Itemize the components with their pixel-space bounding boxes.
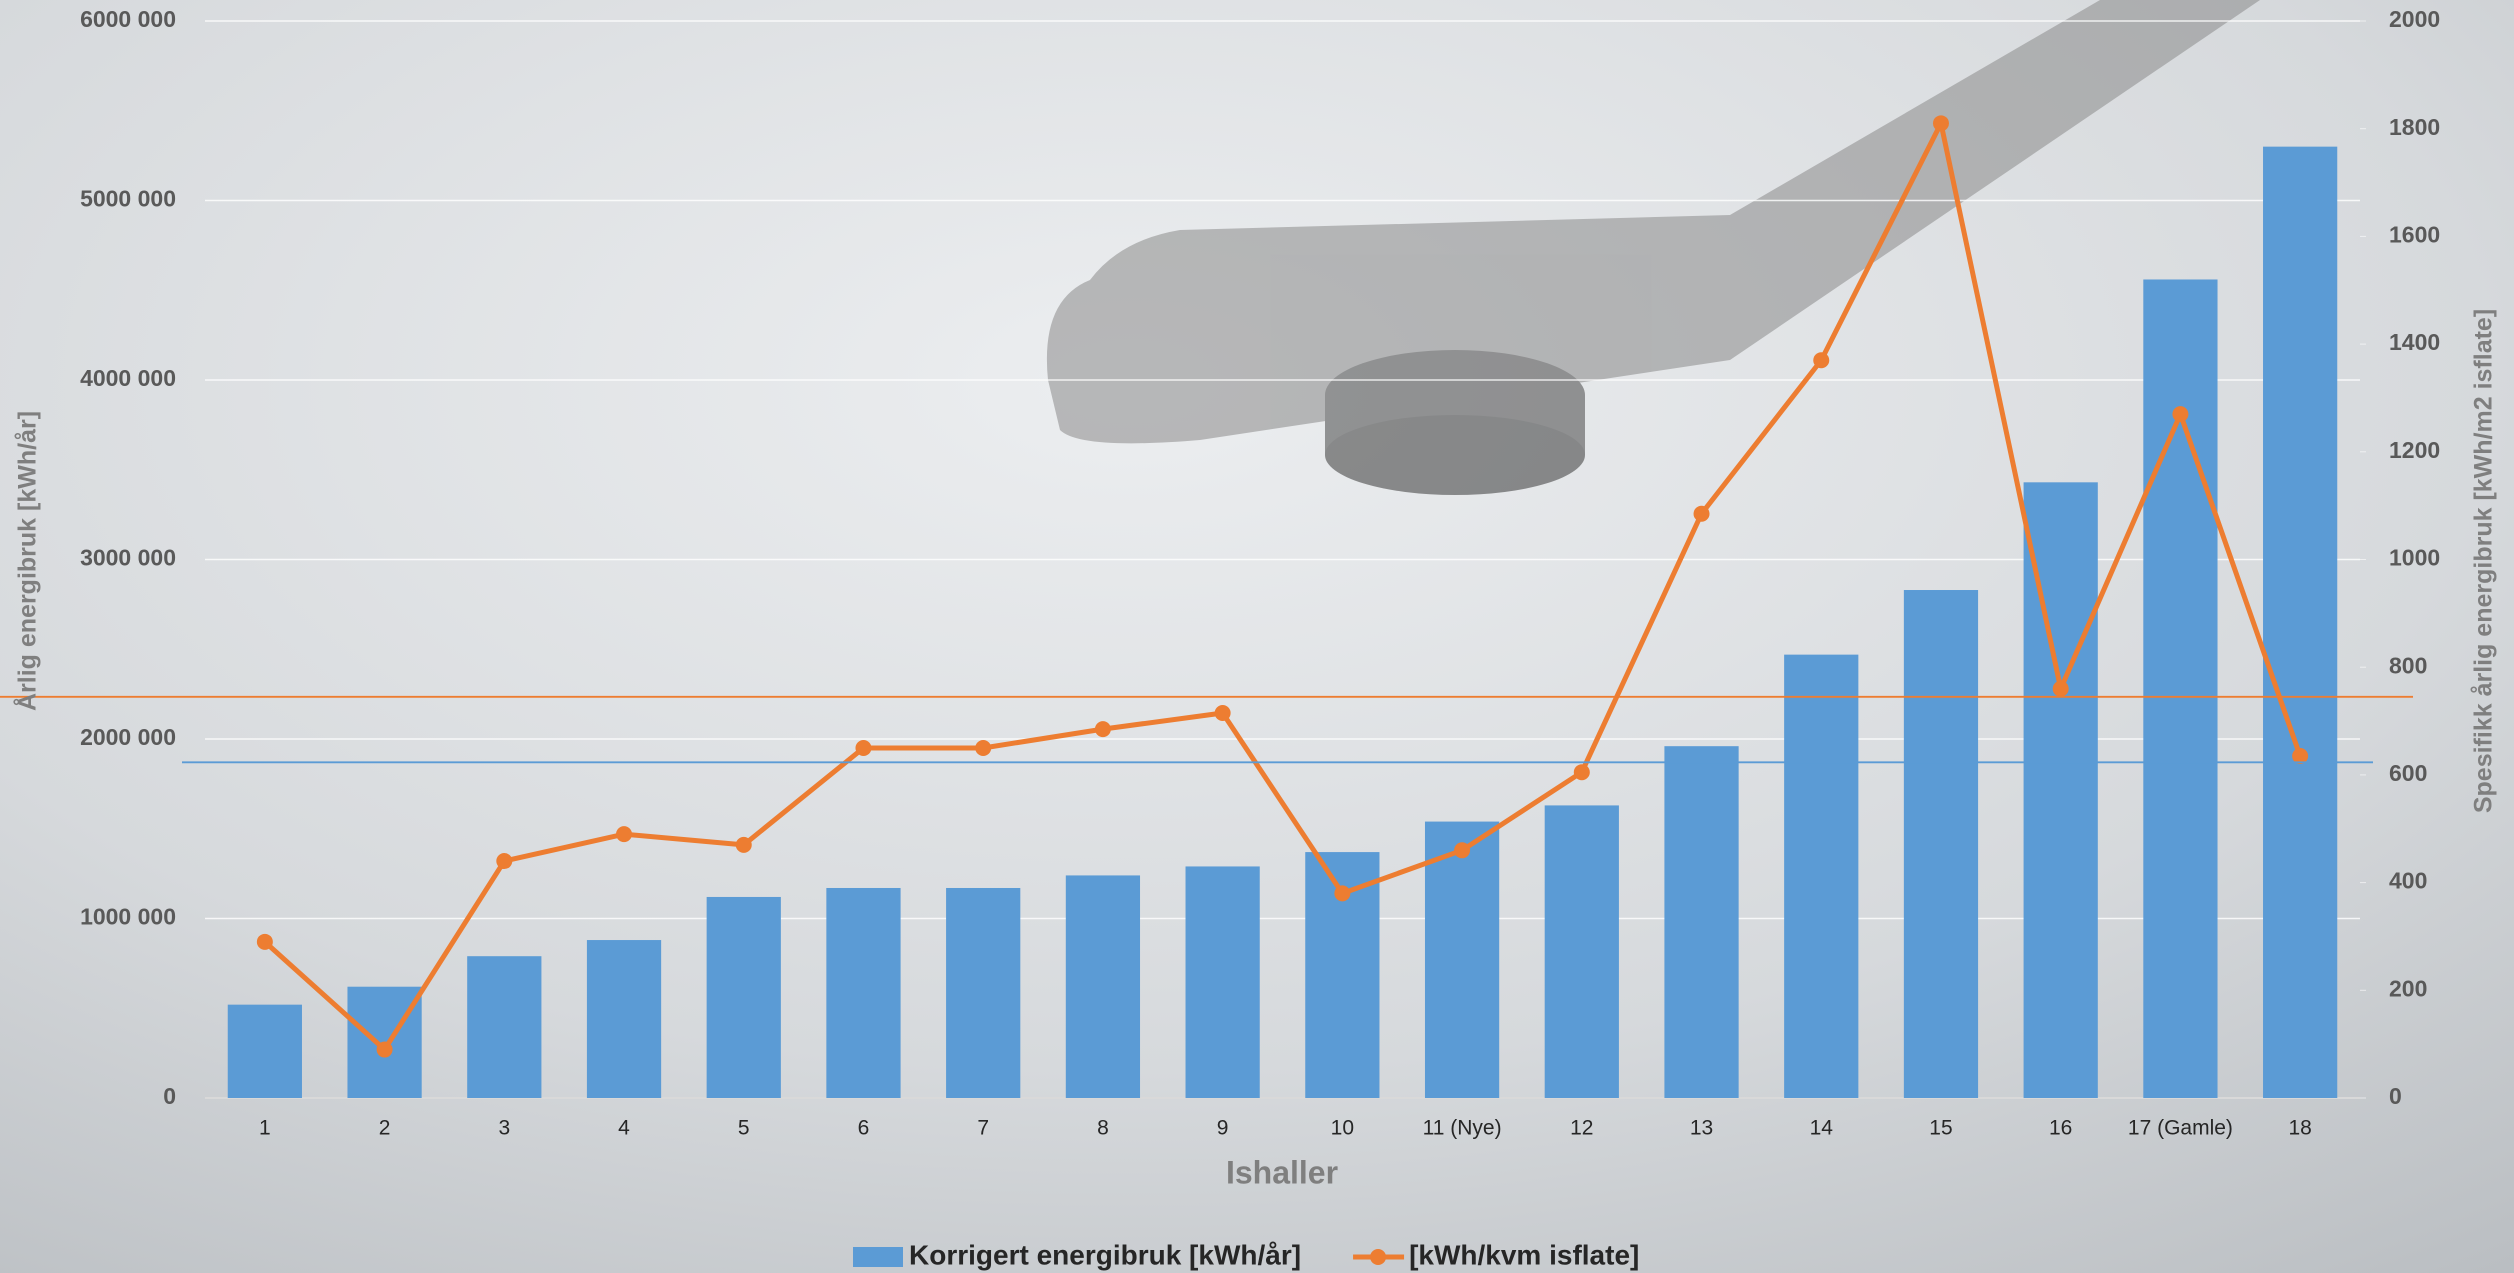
line-marker — [1693, 505, 1710, 522]
y2-tick-label: 400 — [2389, 868, 2427, 894]
bar — [1065, 875, 1141, 1098]
y2-tick-label: 0 — [2389, 1083, 2402, 1109]
bar — [706, 896, 781, 1098]
bar — [1903, 590, 1979, 1098]
x-tick-label: 18 — [2288, 1117, 2311, 1140]
line-marker — [1932, 115, 1949, 132]
hockey-stick — [1046, 0, 2260, 495]
y2-tick-label: 800 — [2389, 652, 2427, 678]
line-marker — [496, 853, 513, 870]
y2-axis-title: Spesifikk årlig energibruk [kWh/m2 isfla… — [2470, 309, 2498, 813]
x-tick-label: 9 — [1217, 1117, 1229, 1140]
x-tick-label: 6 — [858, 1117, 870, 1140]
y2-tick-label: 1400 — [2389, 329, 2440, 355]
line-marker — [975, 739, 992, 756]
line-marker — [616, 826, 633, 843]
x-tick-label: 14 — [1810, 1117, 1834, 1140]
line-marker — [2172, 406, 2189, 423]
bar — [227, 1004, 302, 1098]
x-tick-label: 5 — [738, 1117, 750, 1140]
bar — [946, 887, 1021, 1098]
y2-tick-label: 1600 — [2389, 221, 2440, 247]
x-tick-label: 7 — [977, 1117, 989, 1140]
y2-tick-label: 600 — [2389, 760, 2427, 786]
x-tick-label: 17 (Gamle) — [2128, 1117, 2233, 1140]
line-marker — [855, 739, 872, 756]
bar — [467, 956, 542, 1098]
x-tick-label: 12 — [1570, 1117, 1593, 1140]
y2-tick-label: 1800 — [2389, 114, 2440, 140]
line-marker — [1094, 721, 1111, 738]
y-tick-label: 6000 000 — [80, 6, 176, 32]
line-marker — [256, 933, 273, 950]
x-tick-label: 13 — [1690, 1117, 1713, 1140]
y2-tick-label: 200 — [2389, 975, 2427, 1001]
y-tick-label: 4000 000 — [80, 365, 176, 391]
legend-marker — [1370, 1249, 1387, 1265]
bar — [2263, 146, 2338, 1098]
line-marker — [1334, 885, 1351, 902]
plot-area: 0 1000 000 2000 000 3000 000 4000 000 5000 00… — [0, 6, 2440, 1140]
bar — [2023, 482, 2098, 1098]
x-tick-label: 11 (Nye) — [1423, 1117, 1502, 1140]
y-tick-label: 2000 000 — [80, 724, 176, 750]
line-marker — [1813, 352, 1830, 369]
y-tick-label: 3000 000 — [80, 545, 176, 571]
bar — [1544, 805, 1619, 1098]
y2-tick-label: 1200 — [2389, 437, 2440, 463]
bar — [586, 940, 662, 1098]
y-tick-label: 5000 000 — [80, 186, 176, 212]
bar — [1664, 746, 1739, 1098]
x-tick-label: 4 — [618, 1117, 630, 1140]
bar — [1784, 654, 1859, 1098]
y-tick-label: 0 — [163, 1083, 176, 1109]
x-tick-label: 3 — [498, 1117, 510, 1140]
line-marker — [2292, 748, 2309, 765]
legend-label: [kWh/kvm isflate] — [1409, 1239, 1639, 1270]
x-tick-label: 2 — [379, 1117, 391, 1140]
line-marker — [1214, 704, 1231, 721]
y2-tick-label: 1000 — [2389, 545, 2440, 571]
line-marker — [376, 1041, 393, 1058]
bar — [2143, 279, 2218, 1099]
x-axis-title: Ishaller — [1226, 1154, 1338, 1190]
bar — [826, 887, 901, 1098]
line-marker — [735, 836, 752, 853]
line-marker — [1454, 842, 1471, 859]
y-axis-title: Årlig energibruk [kWh/år] — [13, 411, 42, 711]
y2-tick-label: 2000 — [2389, 6, 2440, 32]
x-tick-label: 10 — [1331, 1117, 1354, 1140]
y-tick-label: 1000 000 — [80, 904, 176, 930]
legend-label: Korrigert energibruk [kWh/år] — [909, 1239, 1301, 1270]
line-marker — [1573, 764, 1590, 781]
bar — [1424, 821, 1500, 1098]
line — [263, 120, 2303, 1053]
line-marker — [2052, 680, 2069, 697]
x-tick-label: 16 — [2049, 1117, 2072, 1140]
legend-swatch — [853, 1247, 903, 1267]
x-tick-label: 8 — [1097, 1117, 1109, 1140]
x-tick-label: 15 — [1929, 1117, 1952, 1140]
bar — [1185, 866, 1260, 1098]
x-tick-label: 1 — [259, 1117, 271, 1140]
